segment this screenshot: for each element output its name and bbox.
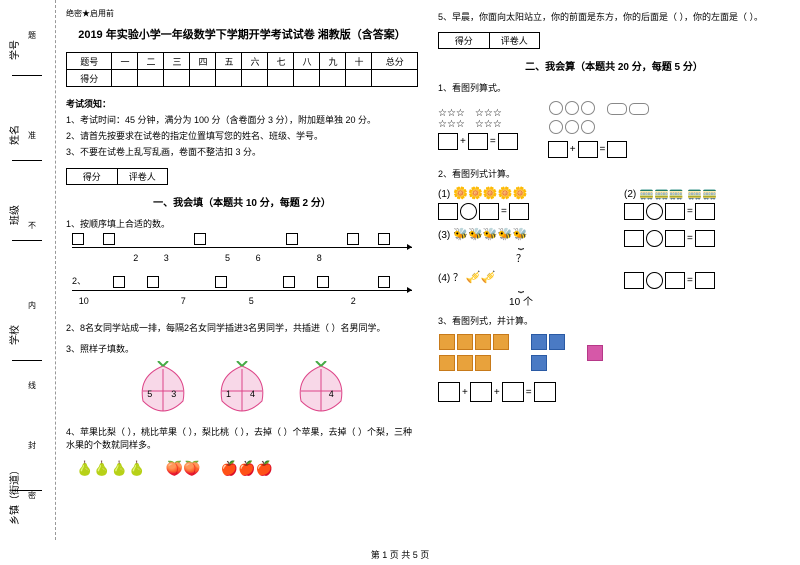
train-icon: 🚃🚃🚃 🚃🚃 <box>639 186 717 200</box>
question-1: 1、按顺序填上合适的数。 <box>66 217 418 230</box>
table-cell: 十 <box>346 53 372 70</box>
content: 绝密★启用前 2019 年实验小学一年级数学下学期开学考试试卷 湘教版（含答案）… <box>56 0 800 540</box>
cube-row <box>438 333 790 375</box>
table-cell: 九 <box>320 53 346 70</box>
apple-icon: 🍎🍎🍎 <box>221 460 273 477</box>
binding-column: 学号 姓名 班级 学校 乡镇（街道） 题 准 不 内 线 封 密 <box>0 0 56 540</box>
binding-tick: 线 <box>28 380 36 391</box>
cube-group <box>438 333 510 375</box>
picture-problem-row: (1) 🌼🌼🌼🌼🌼 = (2) 🚃🚃🚃 🚃🚃 = <box>438 186 790 223</box>
table-cell: 八 <box>294 53 320 70</box>
page: 学号 姓名 班级 学校 乡镇（街道） 题 准 不 内 线 封 密 绝密★启用前 … <box>0 0 800 540</box>
peach-icon: 4 <box>291 361 351 416</box>
sub-q4: (4) ？ 🎺🎺 ⏟10 个 <box>438 269 604 308</box>
section-1-title: 一、我会填（本题共 10 分，每题 2 分） <box>66 194 418 209</box>
score-table: 题号 一 二 三 四 五 六 七 八 九 十 总分 得分 <box>66 52 418 87</box>
table-cell: 题号 <box>67 53 112 70</box>
binding-label: 乡镇（街道） <box>6 465 21 525</box>
picture-problem-row: ☆☆☆ ☆☆☆☆☆☆ ☆☆☆ += += <box>438 100 790 161</box>
score-box: 得分 评卷人 <box>438 32 540 49</box>
cube-group <box>586 344 604 365</box>
binding-label: 姓名 <box>6 125 21 145</box>
page-footer: 第 1 页 共 5 页 <box>0 548 800 561</box>
binding-label: 学校 <box>6 325 21 345</box>
binding-tick: 内 <box>28 300 36 311</box>
flower-icon: 🌼🌼🌼🌼🌼 <box>453 186 528 200</box>
table-cell: 四 <box>190 53 216 70</box>
question-2-3: 3、看图列式，并计算。 <box>438 314 790 327</box>
table-row: 题号 一 二 三 四 五 六 七 八 九 十 总分 <box>67 53 418 70</box>
number-line-2: 2、 10 7 5 2 <box>72 282 412 312</box>
instruction-line: 1、考试时间：45 分钟，满分为 100 分（含卷面分 3 分），附加题单独 2… <box>66 113 418 126</box>
cube-group <box>530 333 566 375</box>
question-4: 4、苹果比梨（ ），桃比苹果（ ），梨比桃（ ），去掉（ ）个苹果，去掉（ ）个… <box>66 425 418 451</box>
score-box: 得分 评卷人 <box>66 168 168 185</box>
binding-tick: 密 <box>28 490 36 501</box>
final-equation: ++= <box>438 382 790 402</box>
score-label: 得分 <box>67 169 118 184</box>
instruction-line: 3、不要在试卷上乱写乱画，卷面不整洁扣 3 分。 <box>66 145 418 158</box>
confidential-label: 绝密★启用前 <box>66 8 418 19</box>
binding-line <box>12 360 42 361</box>
table-cell: 三 <box>164 53 190 70</box>
binding-line <box>12 240 42 241</box>
table-row: 得分 <box>67 70 418 87</box>
table-cell: 一 <box>112 53 138 70</box>
binding-label: 班级 <box>6 205 21 225</box>
grader-label: 评卷人 <box>490 33 540 48</box>
grader-label: 评卷人 <box>118 169 168 184</box>
score-section-row: 得分 评卷人 <box>66 165 418 188</box>
binding-tick: 准 <box>28 130 36 141</box>
bee-icon: 🐝🐝🐝🐝🐝 <box>453 227 528 241</box>
instruction-line: 2、请首先按要求在试卷的指定位置填写您的姓名、班级、学号。 <box>66 129 418 142</box>
question-3: 3、照样子填数。 <box>66 342 418 355</box>
sub-q3: (3) 🐝🐝🐝🐝🐝 ⏟？ <box>438 227 604 265</box>
table-cell: 七 <box>268 53 294 70</box>
right-column: 5、早晨，你面向太阳站立，你的前面是东方，你的后面是（ ），你的左面是（ ）。 … <box>438 8 790 540</box>
sub-q1: (1) 🌼🌼🌼🌼🌼 = <box>438 186 604 223</box>
sub-eq: = <box>624 269 790 292</box>
peach-row: 5 3 1 4 4 <box>66 361 418 419</box>
sub-eq: = <box>624 227 790 250</box>
table-cell: 六 <box>242 53 268 70</box>
left-column: 绝密★启用前 2019 年实验小学一年级数学下学期开学考试试卷 湘教版（含答案）… <box>66 8 418 540</box>
section-2-title: 二、我会算（本题共 20 分，每题 5 分） <box>438 58 790 73</box>
question-2: 2、8名女同学站成一排，每隔2名女同学插进3名男同学，共插进（ ）名男同学。 <box>66 321 418 334</box>
table-cell: 总分 <box>372 53 418 70</box>
question-2-2: 2、看图列式计算。 <box>438 167 790 180</box>
trumpet-icon: 🎺🎺 <box>466 270 496 284</box>
picture-problem-row: (3) 🐝🐝🐝🐝🐝 ⏟？ = <box>438 227 790 265</box>
binding-line <box>12 490 42 491</box>
score-section-row: 得分 评卷人 <box>438 29 790 52</box>
shape-group: += <box>548 100 650 161</box>
pear-icon: 🍐🍐🍐🍐 <box>76 460 146 477</box>
picture-problem-row: (4) ？ 🎺🎺 ⏟10 个 = <box>438 269 790 308</box>
binding-tick: 不 <box>28 220 36 231</box>
table-cell: 得分 <box>67 70 112 87</box>
exam-title: 2019 年实验小学一年级数学下学期开学考试试卷 湘教版（含答案） <box>66 26 418 42</box>
score-label: 得分 <box>439 33 490 48</box>
question-2-1: 1、看图列算式。 <box>438 81 790 94</box>
number-line-1: 2 3 5 6 8 <box>72 239 412 269</box>
binding-line <box>12 75 42 76</box>
sub-q2: (2) 🚃🚃🚃 🚃🚃 = <box>624 186 790 223</box>
binding-line <box>12 160 42 161</box>
instructions-heading: 考试须知： <box>66 97 418 110</box>
fruit-row: 🍐🍐🍐🍐 🍑🍑 🍎🍎🍎 <box>76 460 408 477</box>
binding-label: 学号 <box>6 40 21 60</box>
peach-icon: 🍑🍑 <box>166 460 201 477</box>
binding-tick: 题 <box>28 30 36 41</box>
binding-tick: 封 <box>28 440 36 451</box>
instructions: 考试须知： 1、考试时间：45 分钟，满分为 100 分（含卷面分 3 分），附… <box>66 94 418 161</box>
table-cell: 二 <box>138 53 164 70</box>
question-5: 5、早晨，你面向太阳站立，你的前面是东方，你的后面是（ ），你的左面是（ ）。 <box>438 10 790 23</box>
table-cell: 五 <box>216 53 242 70</box>
peach-icon: 1 4 <box>212 361 272 416</box>
star-group: ☆☆☆ ☆☆☆☆☆☆ ☆☆☆ += <box>438 108 518 153</box>
peach-icon: 5 3 <box>133 361 193 416</box>
